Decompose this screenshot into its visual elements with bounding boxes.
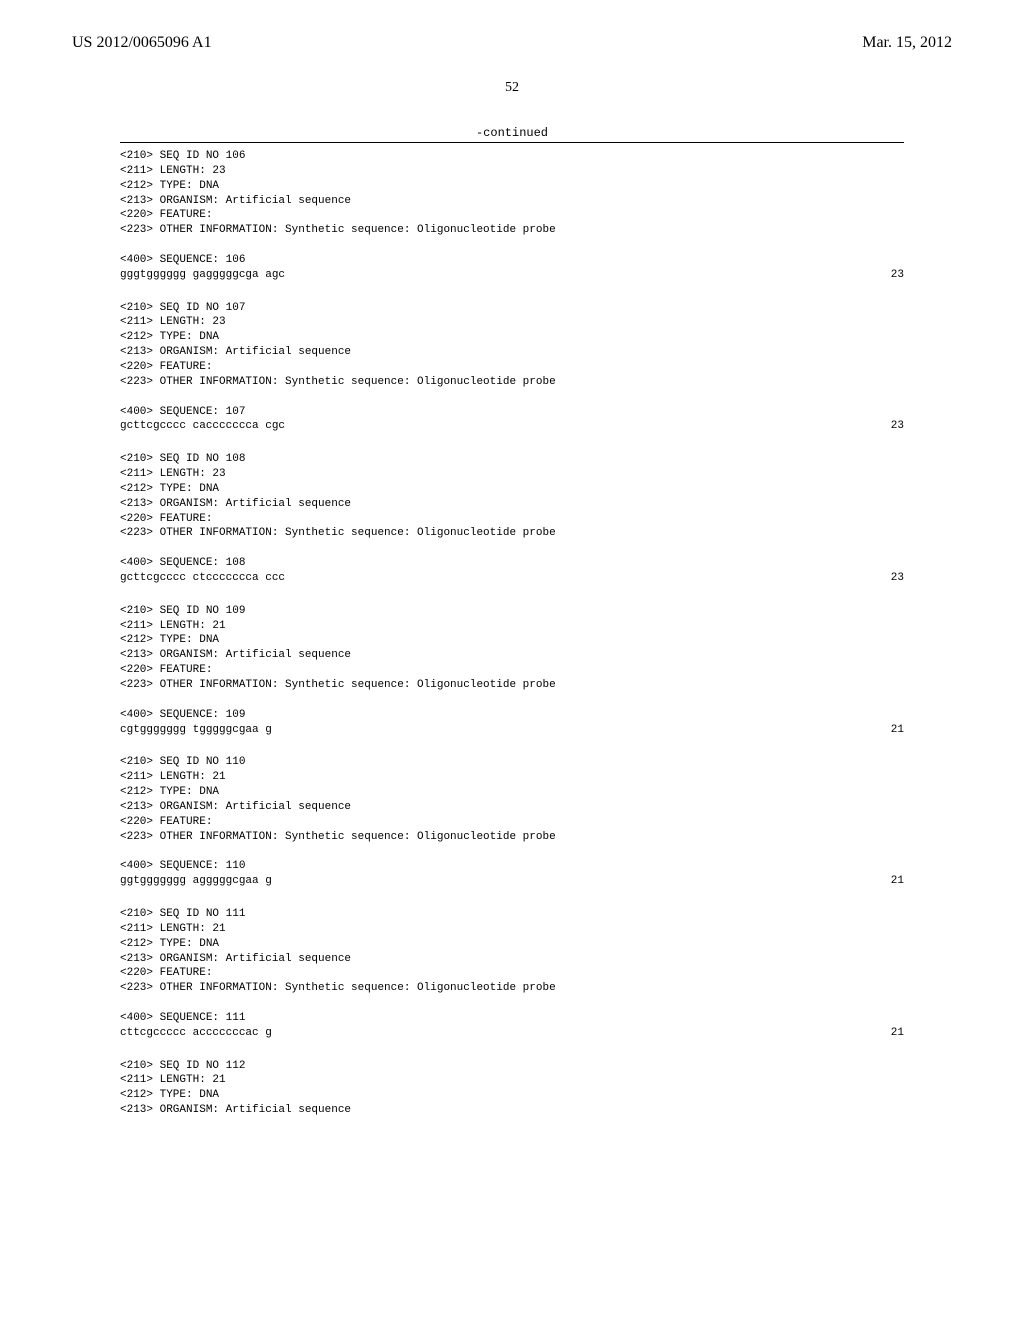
sequence-row: cgtggggggg tgggggcgaa g 21 (120, 723, 904, 738)
sequence-length: 23 (891, 419, 904, 434)
sequence-row: gggtgggggg gagggggcga agc 23 (120, 268, 904, 283)
sequence-text: ggtggggggg agggggcgaa g (120, 874, 272, 889)
sequence-text: gggtgggggg gagggggcga agc (120, 268, 285, 283)
sequence-listing: <210> SEQ ID NO 106 <211> LENGTH: 23 <21… (0, 143, 1024, 1118)
sequence-entry: <210> SEQ ID NO 112 <211> LENGTH: 21 <21… (120, 1059, 904, 1118)
sequence-entry: <210> SEQ ID NO 106 <211> LENGTH: 23 <21… (120, 149, 904, 283)
sequence-entry: <210> SEQ ID NO 109 <211> LENGTH: 21 <21… (120, 604, 904, 738)
sequence-text: gcttcgcccc cacccccccа cgc (120, 419, 285, 434)
sequence-length: 23 (891, 571, 904, 586)
sequence-meta: <210> SEQ ID NO 106 <211> LENGTH: 23 <21… (120, 149, 904, 268)
sequence-length: 21 (891, 723, 904, 738)
publication-number: US 2012/0065096 A1 (72, 34, 212, 52)
sequence-row: gcttcgcccc cacccccccа cgc 23 (120, 419, 904, 434)
sequence-meta: <210> SEQ ID NO 108 <211> LENGTH: 23 <21… (120, 452, 904, 571)
sequence-row: cttcgccccc acccccccac g 21 (120, 1026, 904, 1041)
sequence-meta: <210> SEQ ID NO 107 <211> LENGTH: 23 <21… (120, 301, 904, 420)
sequence-meta: <210> SEQ ID NO 109 <211> LENGTH: 21 <21… (120, 604, 904, 723)
sequence-entry: <210> SEQ ID NO 111 <211> LENGTH: 21 <21… (120, 907, 904, 1041)
sequence-meta: <210> SEQ ID NO 110 <211> LENGTH: 21 <21… (120, 755, 904, 874)
page-number: 52 (0, 80, 1024, 96)
publication-date: Mar. 15, 2012 (862, 34, 952, 52)
sequence-entry: <210> SEQ ID NO 110 <211> LENGTH: 21 <21… (120, 755, 904, 889)
sequence-text: gcttcgcccc ctcccccccа ccc (120, 571, 285, 586)
sequence-length: 21 (891, 1026, 904, 1041)
sequence-length: 21 (891, 874, 904, 889)
continued-label: -continued (0, 126, 1024, 140)
sequence-entry: <210> SEQ ID NO 107 <211> LENGTH: 23 <21… (120, 301, 904, 435)
sequence-row: gcttcgcccc ctcccccccа ccc 23 (120, 571, 904, 586)
sequence-meta: <210> SEQ ID NO 111 <211> LENGTH: 21 <21… (120, 907, 904, 1026)
sequence-text: cgtggggggg tgggggcgaa g (120, 723, 272, 738)
sequence-length: 23 (891, 268, 904, 283)
sequence-text: cttcgccccc acccccccac g (120, 1026, 272, 1041)
sequence-meta: <210> SEQ ID NO 112 <211> LENGTH: 21 <21… (120, 1059, 904, 1118)
page-header: US 2012/0065096 A1 Mar. 15, 2012 (0, 0, 1024, 52)
sequence-row: ggtggggggg agggggcgaa g 21 (120, 874, 904, 889)
sequence-entry: <210> SEQ ID NO 108 <211> LENGTH: 23 <21… (120, 452, 904, 586)
